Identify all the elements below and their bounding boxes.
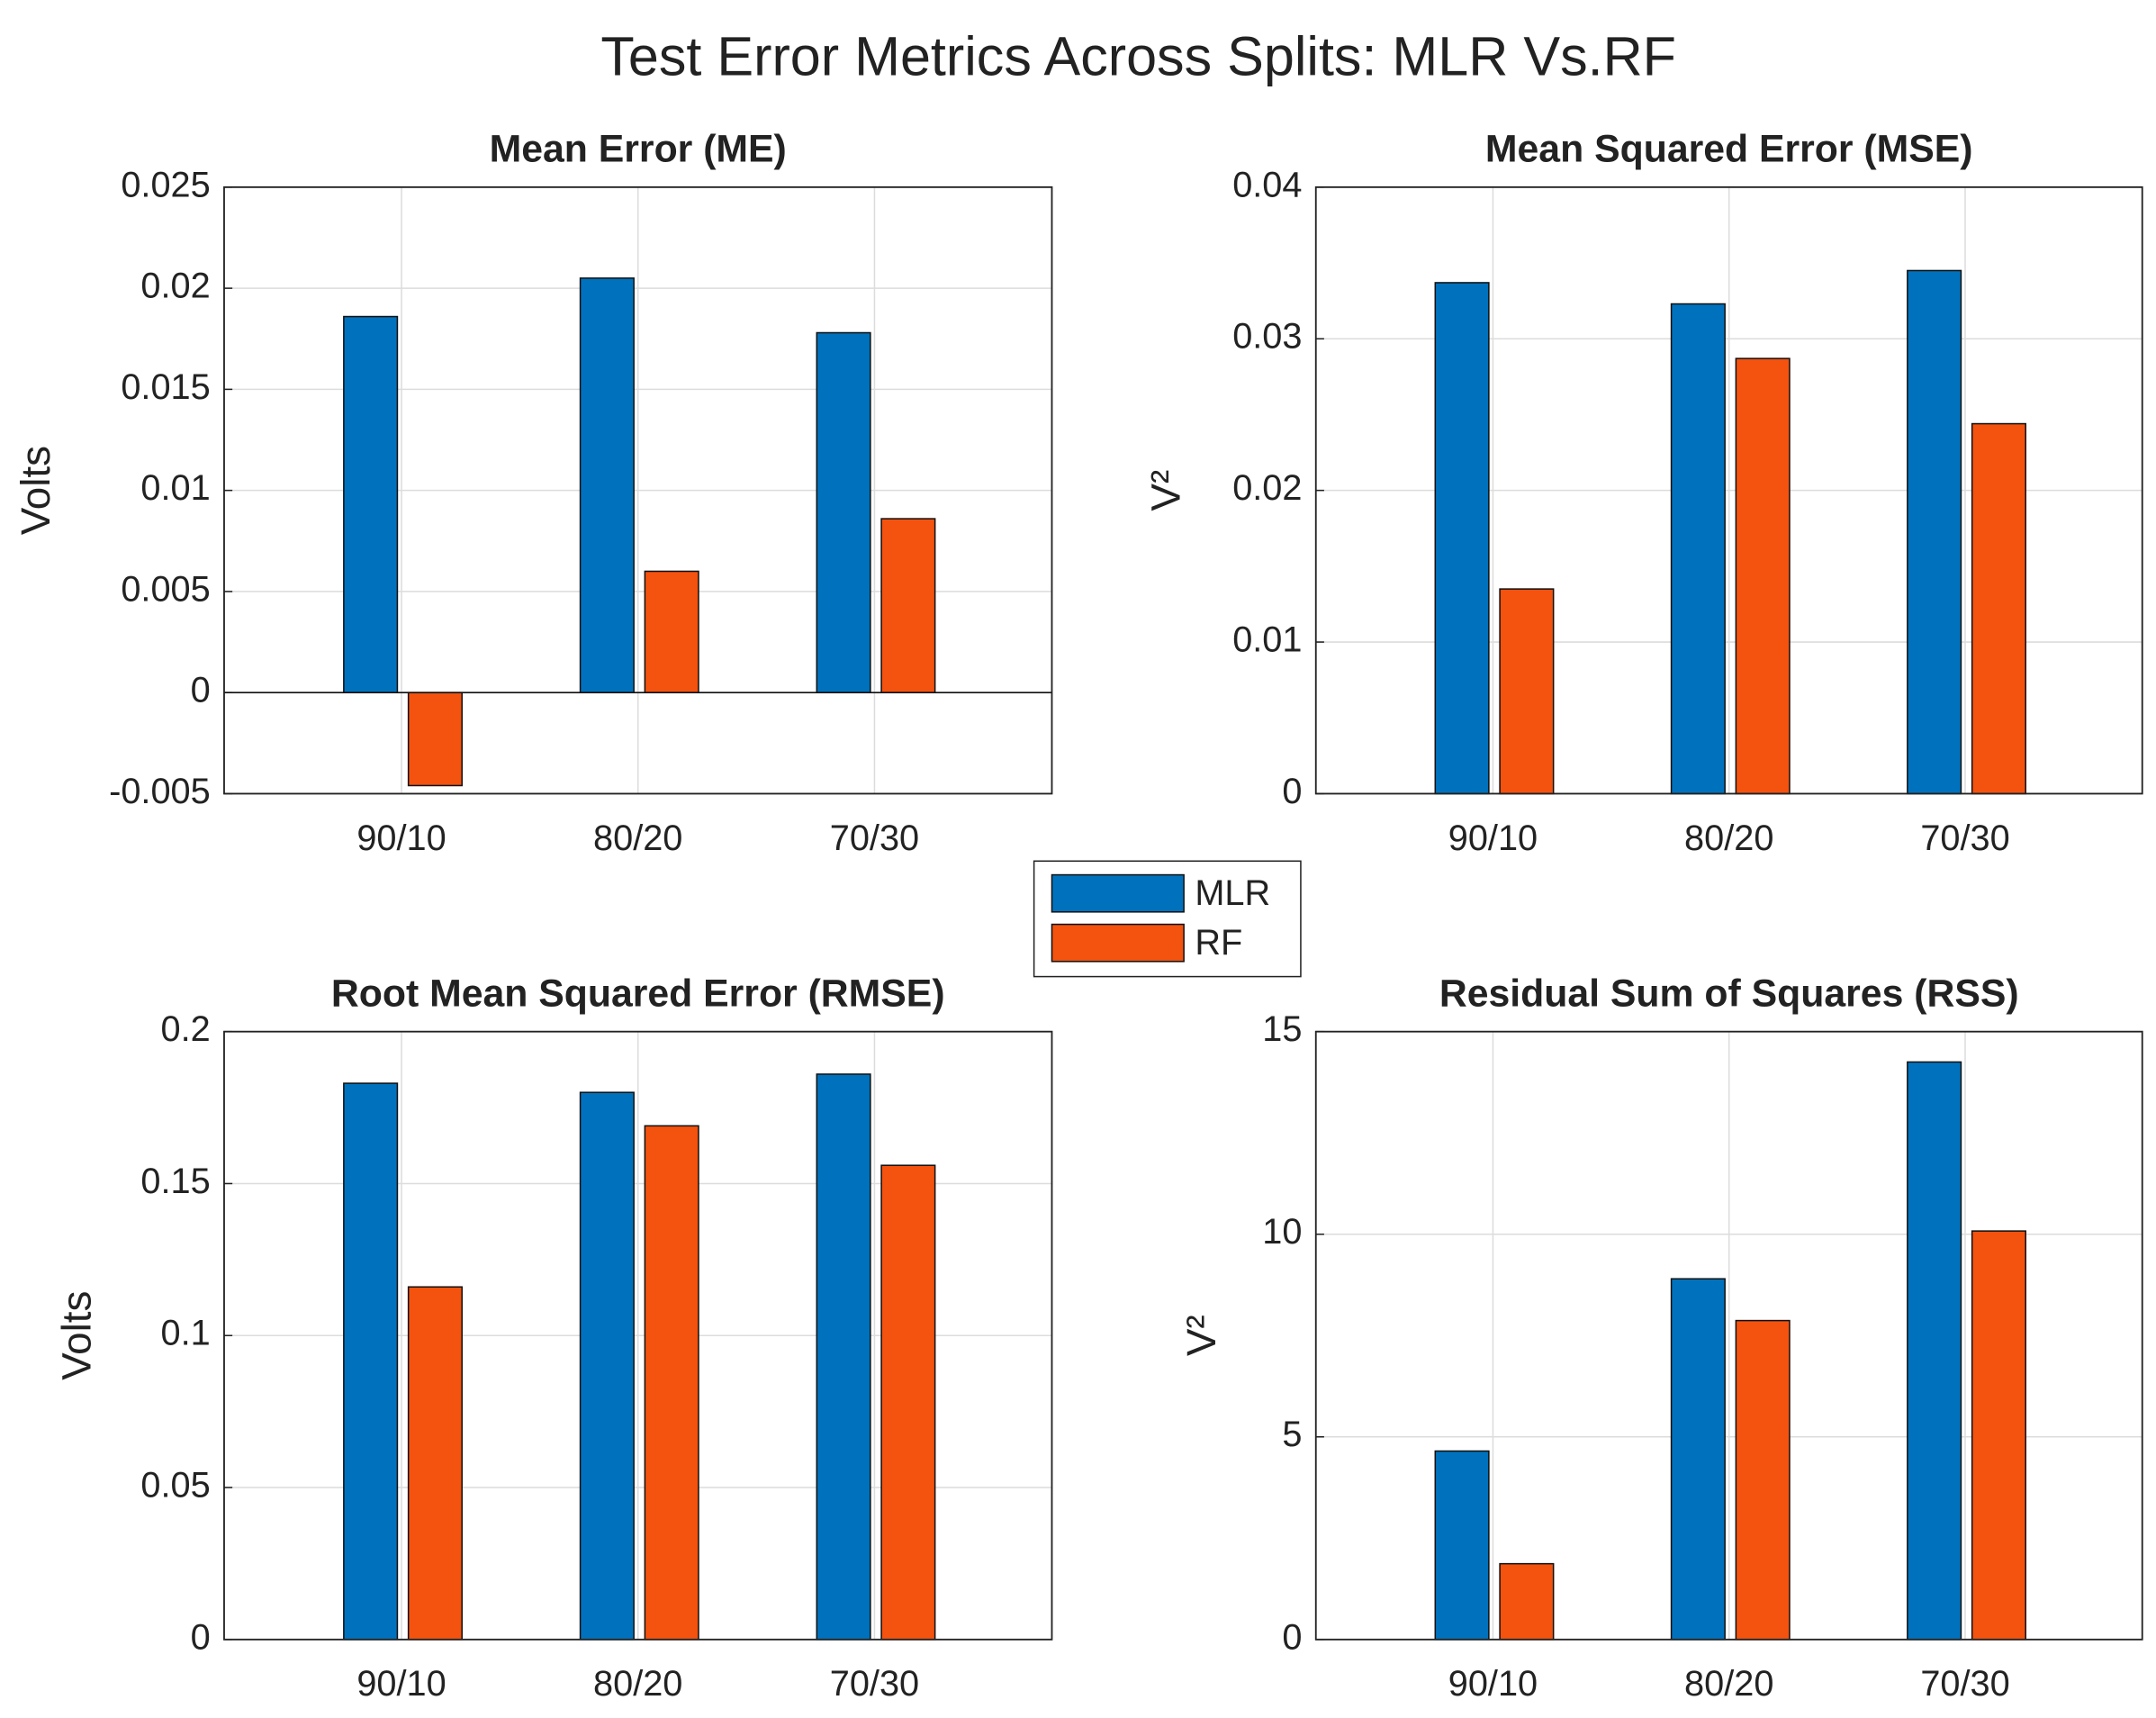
y-tick-label: 5 bbox=[1282, 1415, 1302, 1454]
bar bbox=[407, 692, 463, 787]
x-tick-label: 80/20 bbox=[1684, 818, 1773, 858]
bar bbox=[579, 277, 635, 693]
y-tick-label: 15 bbox=[1262, 1009, 1302, 1049]
x-tick-label: 70/30 bbox=[1920, 1664, 2009, 1704]
plot-frame bbox=[1314, 185, 2143, 795]
subplot-title: Root Mean Squared Error (RMSE) bbox=[331, 972, 945, 1015]
bar bbox=[880, 1164, 936, 1641]
y-tick-label: 0.02 bbox=[140, 267, 210, 306]
y-axis-label: V² bbox=[1178, 1315, 1224, 1356]
bar bbox=[343, 315, 399, 693]
y-tick-label: 0.02 bbox=[1232, 468, 1302, 508]
bar bbox=[880, 518, 936, 693]
bar bbox=[407, 1286, 463, 1641]
legend-swatch bbox=[1051, 923, 1185, 963]
plot-frame bbox=[1314, 1030, 2143, 1641]
figure-title: Test Error Metrics Across Splits: MLR Vs… bbox=[600, 25, 1676, 86]
x-tick-label: 70/30 bbox=[830, 818, 919, 858]
bar bbox=[1670, 303, 1726, 795]
bar bbox=[816, 1073, 871, 1641]
x-tick-label: 90/10 bbox=[1448, 818, 1538, 858]
y-tick-label: 0.03 bbox=[1232, 317, 1302, 357]
x-tick-label: 80/20 bbox=[593, 818, 682, 858]
plot-frame bbox=[223, 1030, 1053, 1641]
x-tick-label: 70/30 bbox=[1920, 818, 2009, 858]
plot-frame bbox=[223, 185, 1053, 795]
y-axis-label: Volts bbox=[54, 1291, 100, 1380]
bar bbox=[1434, 282, 1490, 795]
y-tick-label: 0 bbox=[191, 1617, 211, 1657]
bar bbox=[1735, 1319, 1791, 1641]
y-tick-label: 0.2 bbox=[160, 1009, 210, 1049]
y-tick-label: 0.005 bbox=[121, 569, 210, 609]
bar bbox=[644, 570, 699, 693]
bar bbox=[1499, 1562, 1555, 1641]
x-tick-label: 80/20 bbox=[1684, 1664, 1773, 1704]
y-tick-label: 0.04 bbox=[1232, 165, 1302, 204]
x-tick-label: 70/30 bbox=[830, 1664, 919, 1704]
legend-label: RF bbox=[1195, 923, 1242, 963]
bar bbox=[1907, 1061, 1962, 1641]
y-tick-label: 0 bbox=[1282, 1617, 1302, 1657]
y-tick-label: 0 bbox=[191, 671, 211, 710]
bar bbox=[1434, 1450, 1490, 1641]
y-axis-label: Volts bbox=[13, 446, 59, 535]
x-tick-label: 90/10 bbox=[356, 1664, 446, 1704]
subplot-title: Residual Sum of Squares (RSS) bbox=[1439, 972, 2019, 1015]
y-tick-label: 0.05 bbox=[140, 1466, 210, 1506]
bar bbox=[1735, 357, 1791, 795]
y-tick-label: 0.01 bbox=[140, 468, 210, 508]
bar bbox=[1971, 1230, 2026, 1641]
legend-label: MLR bbox=[1195, 873, 1270, 913]
bar bbox=[816, 331, 871, 693]
y-tick-label: -0.005 bbox=[109, 772, 211, 811]
subplot-title: Mean Squared Error (MSE) bbox=[1485, 127, 1973, 170]
bar bbox=[1499, 588, 1555, 795]
y-tick-label: 0 bbox=[1282, 772, 1302, 811]
x-tick-label: 80/20 bbox=[593, 1664, 682, 1704]
bar bbox=[579, 1091, 635, 1641]
x-tick-label: 90/10 bbox=[1448, 1664, 1538, 1704]
bar bbox=[343, 1082, 399, 1641]
y-tick-label: 0.15 bbox=[140, 1162, 210, 1201]
y-tick-label: 0.015 bbox=[121, 367, 210, 407]
legend-swatch bbox=[1051, 873, 1185, 913]
y-axis-label: V² bbox=[1142, 470, 1188, 511]
bar bbox=[1971, 422, 2026, 795]
y-tick-label: 0.01 bbox=[1232, 620, 1302, 660]
bar bbox=[1907, 269, 1962, 795]
subplot-title: Mean Error (ME) bbox=[490, 127, 787, 170]
y-tick-label: 10 bbox=[1262, 1212, 1302, 1252]
y-tick-label: 0.1 bbox=[160, 1314, 210, 1353]
bar bbox=[644, 1125, 699, 1641]
x-tick-label: 90/10 bbox=[356, 818, 446, 858]
y-tick-label: 0.025 bbox=[121, 165, 210, 204]
bar bbox=[1670, 1278, 1726, 1641]
